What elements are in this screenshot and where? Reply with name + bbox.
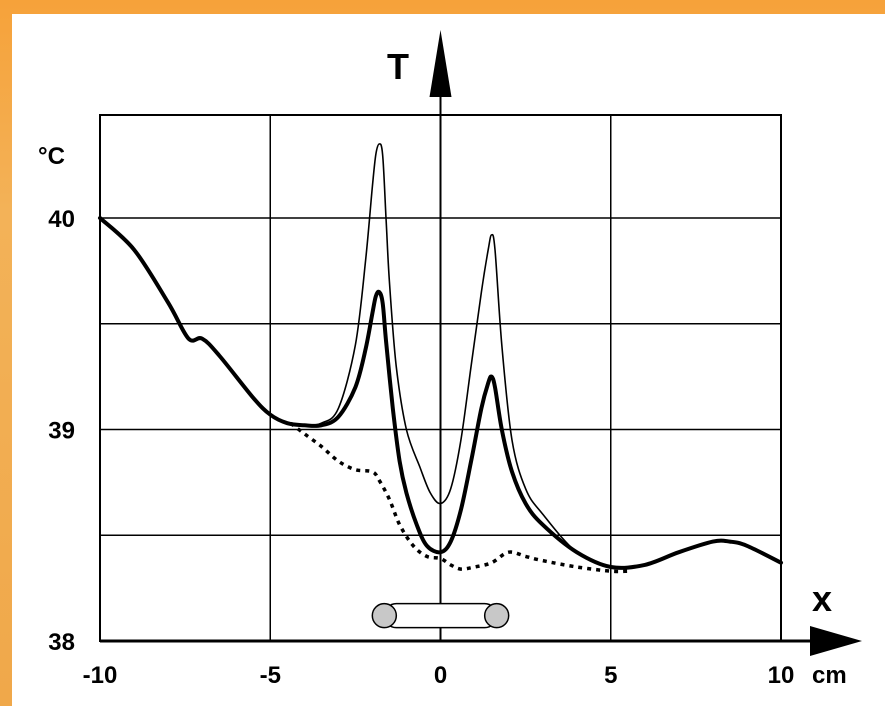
- device-right-cell: [483, 602, 510, 629]
- y-axis-title: T: [387, 46, 409, 87]
- x-unit-label: cm: [812, 662, 847, 689]
- y-axis-arrow: [429, 30, 452, 97]
- x-tick-label: -10: [83, 662, 118, 689]
- x-tick-label: 5: [604, 662, 617, 689]
- device-left-cell: [371, 602, 398, 629]
- axis-titles: cm °C x T: [38, 46, 847, 689]
- x-tick-label: 0: [434, 662, 447, 689]
- x-axis-arrow: [810, 626, 862, 656]
- x-tick-label: -5: [260, 662, 281, 689]
- series-dotted-line: [289, 421, 628, 574]
- y-tick-label: 38: [48, 629, 75, 656]
- y-tick-label: 40: [48, 206, 75, 233]
- y-unit-label: °C: [38, 143, 65, 170]
- x-axis-title: x: [812, 578, 832, 619]
- tick-labels: -10 -5 0 5 10 38 39 40: [48, 206, 794, 689]
- y-tick-label: 39: [48, 418, 75, 445]
- series-thick-line: [98, 216, 783, 570]
- chart-frame: [12, 14, 885, 706]
- x-tick-label: 10: [768, 662, 795, 689]
- device-diagram: [371, 602, 510, 629]
- axes: [99, 30, 862, 656]
- device-body: [383, 602, 498, 629]
- series-group: [98, 143, 783, 574]
